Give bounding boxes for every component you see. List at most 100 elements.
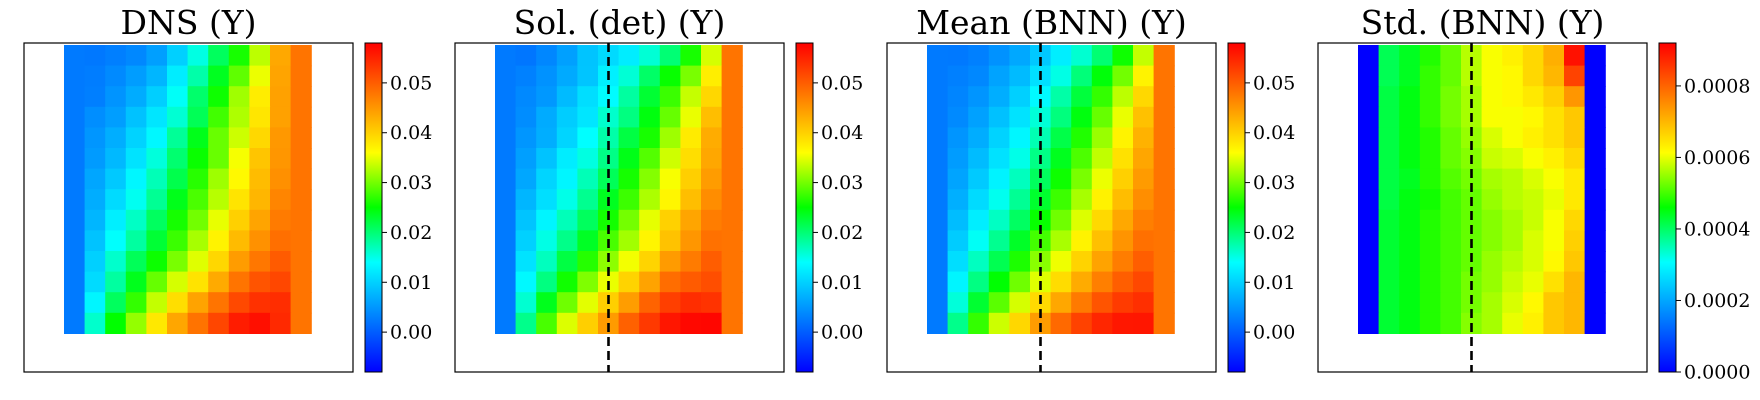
heatmap-cell <box>1071 86 1093 108</box>
heatmap-cell <box>701 168 723 190</box>
heatmap-cell <box>1133 271 1155 293</box>
heatmap-cell <box>105 127 127 149</box>
heatmap-cell <box>1502 312 1524 334</box>
heatmap-cell <box>659 271 681 293</box>
heatmap-cell <box>1050 148 1072 170</box>
heatmap-cell <box>1399 106 1421 128</box>
heatmap-cell <box>249 45 271 67</box>
heatmap-cell <box>495 148 517 170</box>
heatmap-cell <box>1564 45 1586 67</box>
heatmap-cell <box>618 106 640 128</box>
heatmap-cell <box>1502 86 1524 108</box>
heatmap-cell <box>1009 312 1031 334</box>
heatmap-cell <box>1358 271 1380 293</box>
heatmap-cell <box>536 106 558 128</box>
heatmap-cell <box>208 251 230 273</box>
heatmap-cell <box>701 251 723 273</box>
panel-title: DNS (Y) <box>121 3 257 42</box>
heatmap-cell <box>270 251 292 273</box>
heatmap-cell <box>495 45 517 67</box>
heatmap-cell <box>577 106 599 128</box>
heatmap-cell <box>1071 45 1093 67</box>
heatmap-cell <box>167 251 189 273</box>
heatmap-cell <box>105 292 127 314</box>
heatmap-cell <box>84 127 106 149</box>
heatmap-cell <box>1481 45 1503 67</box>
heatmap-cell <box>680 251 702 273</box>
heatmap-cell <box>1009 86 1031 108</box>
heatmap-cell <box>187 189 209 211</box>
heatmap-cell <box>270 127 292 149</box>
colorbar <box>1658 42 1677 373</box>
heatmap-cell <box>988 65 1010 87</box>
heatmap-cell <box>1378 230 1400 252</box>
heatmap-cell <box>167 292 189 314</box>
panel-4: Std. (BNN) (Y) 0.0000 0.0002 0.0004 0.0006 0.… <box>1317 3 1750 384</box>
heatmap-cell <box>1050 271 1072 293</box>
heatmap-cell <box>721 292 743 314</box>
heatmap-cell <box>515 312 537 334</box>
heatmap-cell <box>1378 251 1400 273</box>
heatmap-cell <box>64 65 86 87</box>
heatmap-cell <box>1133 86 1155 108</box>
heatmap-cell <box>1153 312 1175 334</box>
heatmap-cell <box>1358 65 1380 87</box>
heatmap-cell <box>290 189 312 211</box>
heatmap-cell <box>1543 189 1565 211</box>
colorbar-tick-label: 0.0000 <box>1684 362 1750 384</box>
heatmap-cell <box>208 168 230 190</box>
heatmap-cell <box>618 189 640 211</box>
heatmap-cell <box>515 106 537 128</box>
heatmap-cell <box>1481 86 1503 108</box>
heatmap-cell <box>947 271 969 293</box>
heatmap-cell <box>968 106 990 128</box>
heatmap-cell <box>988 148 1010 170</box>
heatmap-cell <box>618 86 640 108</box>
heatmap-cell <box>536 209 558 231</box>
heatmap-cell <box>1050 127 1072 149</box>
heatmap-cell <box>167 230 189 252</box>
heatmap-cell <box>270 209 292 231</box>
heatmap-cell <box>270 292 292 314</box>
colorbar-tick-label: 0.0006 <box>1684 147 1750 169</box>
heatmap-cell <box>1522 271 1544 293</box>
heatmap-cell <box>618 127 640 149</box>
heatmap-cell <box>680 312 702 334</box>
heatmap-cell <box>598 127 620 149</box>
heatmap-cell <box>270 271 292 293</box>
heatmap-cell <box>577 65 599 87</box>
heatmap-cell <box>290 65 312 87</box>
heatmap-cell <box>187 45 209 67</box>
heatmap-cell <box>1419 148 1441 170</box>
heatmap-cell <box>495 86 517 108</box>
heatmap-cell <box>1461 127 1483 149</box>
heatmap-cell <box>1071 251 1093 273</box>
heatmap-cell <box>1071 168 1093 190</box>
heatmap-cell <box>1050 292 1072 314</box>
heatmap-cell <box>1378 292 1400 314</box>
heatmap-cell <box>515 230 537 252</box>
heatmap-cell <box>64 86 86 108</box>
heatmap-cell <box>1133 292 1155 314</box>
heatmap-cell <box>208 230 230 252</box>
heatmap-cell <box>249 209 271 231</box>
heatmap-cell <box>125 209 147 231</box>
heatmap-cell <box>84 45 106 67</box>
heatmap-cell <box>84 86 106 108</box>
heatmap-cell <box>64 127 86 149</box>
heatmap-cell <box>1112 209 1134 231</box>
heatmap-cell <box>1440 230 1462 252</box>
heatmap-cell <box>1133 127 1155 149</box>
heatmap-cell <box>208 65 230 87</box>
heatmap-cell <box>618 45 640 67</box>
heatmap-cell <box>146 209 168 231</box>
heatmap-cell <box>270 106 292 128</box>
heatmap-cell <box>1378 168 1400 190</box>
heatmap-cell <box>598 45 620 67</box>
heatmap-cell <box>988 168 1010 190</box>
heatmap-cell <box>249 127 271 149</box>
heatmap-cell <box>1153 45 1175 67</box>
heatmap-cell <box>1091 189 1113 211</box>
heatmap-cell <box>1543 230 1565 252</box>
heatmap-cell <box>187 271 209 293</box>
